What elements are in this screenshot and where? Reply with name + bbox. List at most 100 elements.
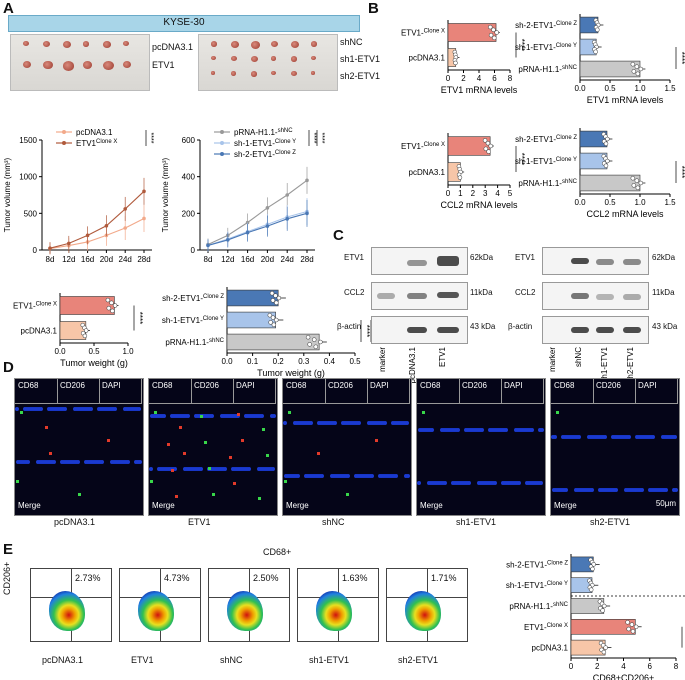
- nucleus: [553, 435, 557, 439]
- nucleus: [306, 474, 310, 478]
- wb1-kda-62: 62kDa: [470, 253, 494, 262]
- marker-signal: [241, 439, 244, 442]
- data-point: [265, 206, 270, 210]
- category-name: ETV1-: [13, 302, 36, 311]
- nucleus: [44, 460, 48, 464]
- category-name: sh-2-ETV1-: [234, 150, 275, 159]
- data-point: [629, 622, 635, 627]
- data-point: [305, 334, 311, 340]
- nucleus: [603, 435, 607, 439]
- nucleus: [530, 428, 534, 432]
- lane-label: ETV1: [438, 346, 447, 367]
- tumor: [23, 41, 29, 47]
- data-point: [488, 32, 494, 38]
- tumor: [123, 41, 129, 47]
- wb2-row-etv1: ETV1: [515, 253, 536, 262]
- x-tick-label: 0.5: [88, 347, 100, 356]
- nucleus: [577, 435, 581, 439]
- x-tick-label: 4: [477, 74, 482, 83]
- tumor: [43, 41, 50, 48]
- nucleus: [477, 481, 481, 485]
- nucleus: [488, 428, 492, 432]
- data-point: [83, 328, 89, 333]
- x-tick-label: 0.5: [349, 357, 361, 366]
- nucleus: [401, 421, 405, 425]
- nucleus: [187, 467, 191, 471]
- nucleus: [50, 460, 54, 464]
- category-label: sh-1-ETV1-Clone Y: [506, 581, 568, 590]
- nucleus: [24, 460, 28, 464]
- tumor: [83, 41, 90, 47]
- data-point: [634, 178, 640, 183]
- channel-label: DAPI: [638, 381, 657, 390]
- data-point: [48, 246, 52, 250]
- nucleus: [59, 407, 63, 411]
- category-name: pcDNA3.1: [409, 54, 446, 63]
- nucleus: [358, 474, 362, 478]
- data-point: [633, 624, 639, 630]
- y-tick-label: 0: [191, 246, 196, 255]
- category-sup: Clone Z: [556, 135, 577, 141]
- x-tick-label: 0.1: [247, 357, 259, 366]
- nucleus: [343, 421, 347, 425]
- data-point: [271, 322, 277, 328]
- x-tick-label: 0.0: [54, 347, 66, 356]
- channel-label: CD68: [286, 381, 307, 390]
- nucleus: [487, 481, 491, 485]
- nucleus: [223, 467, 227, 471]
- wb2-etv1-blot: [542, 247, 649, 275]
- channel-thumb: CD68: [15, 379, 58, 404]
- tumor: [43, 61, 53, 70]
- nucleus: [109, 407, 113, 411]
- nucleus: [236, 414, 240, 418]
- cell-density-contour: [227, 591, 263, 631]
- nucleus: [615, 435, 619, 439]
- nucleus: [137, 407, 141, 411]
- nucleus: [182, 414, 186, 418]
- data-point: [110, 308, 115, 314]
- nucleus: [467, 481, 471, 485]
- nucleus: [100, 460, 104, 464]
- nucleus: [489, 481, 493, 485]
- nucleus: [116, 460, 120, 464]
- nucleus: [261, 467, 265, 471]
- nucleus: [269, 467, 273, 471]
- nucleus: [31, 407, 35, 411]
- nucleus: [364, 474, 368, 478]
- nucleus: [451, 481, 455, 485]
- bar-chart-B-ccl2-oe: ETV1-Clone X pcDNA3.1 0 1 2 3 4 5 CCL2 mRNA leve…: [401, 133, 526, 210]
- nucleus: [195, 467, 199, 471]
- nucleus: [674, 488, 678, 492]
- quadrant-percent: 1.63%: [342, 573, 368, 583]
- nucleus: [39, 407, 43, 411]
- data-point: [602, 603, 607, 609]
- nucleus: [531, 481, 535, 485]
- category-sup: shNC: [562, 65, 578, 71]
- flow-caption: sh2-ETV1: [398, 655, 439, 665]
- nucleus: [286, 474, 290, 478]
- nucleus: [368, 474, 372, 478]
- nucleus: [351, 421, 355, 425]
- marker-signal: [49, 452, 52, 455]
- nucleus: [437, 481, 441, 485]
- x-tick-label: 2: [595, 662, 600, 671]
- category-label: pRNA-H1.1-shNC: [518, 179, 577, 188]
- channel-label: CD68: [554, 381, 575, 390]
- nucleus: [66, 460, 70, 464]
- data-point: [590, 566, 595, 572]
- photo-label-sh1: sh1-ETV1: [340, 54, 381, 64]
- nucleus: [590, 488, 594, 492]
- nucleus: [224, 414, 228, 418]
- nucleus: [167, 467, 171, 471]
- nucleus: [292, 474, 296, 478]
- nucleus: [649, 435, 653, 439]
- band: [407, 293, 427, 299]
- nucleus: [562, 488, 566, 492]
- nucleus: [394, 474, 398, 478]
- tumor: [231, 41, 239, 48]
- marker-signal: [171, 469, 174, 472]
- nucleus: [528, 428, 532, 432]
- nucleus: [336, 474, 340, 478]
- nucleus: [197, 467, 201, 471]
- nucleus: [257, 467, 261, 471]
